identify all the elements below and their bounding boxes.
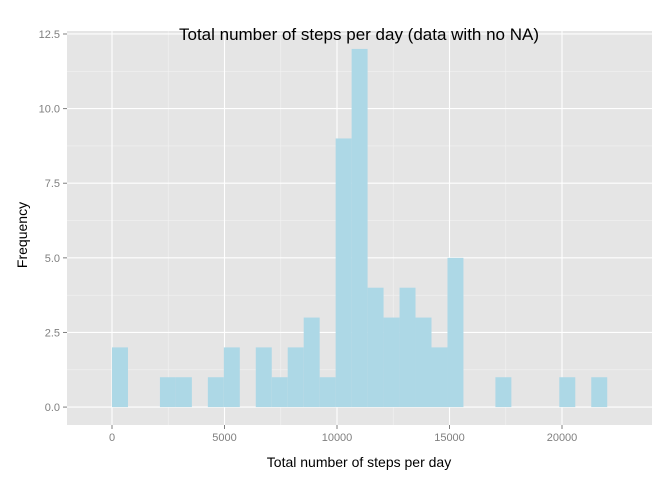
- histogram-bar: [591, 377, 608, 408]
- x-tick-label: 15000: [434, 432, 465, 444]
- histogram-bar: [303, 317, 320, 408]
- chart-title: Total number of steps per day (data with…: [179, 25, 539, 44]
- histogram-bar: [415, 317, 432, 408]
- histogram-bar: [335, 138, 352, 408]
- x-tick-label: 20000: [547, 432, 578, 444]
- y-axis-title: Frequency: [14, 202, 30, 268]
- histogram-bar: [175, 377, 192, 408]
- x-axis-ticks: 0 5000 10000 15000 20000: [109, 425, 577, 444]
- histogram-bar: [399, 287, 416, 408]
- y-tick-label: 7.5: [45, 178, 60, 190]
- histogram-bar: [351, 48, 368, 408]
- y-tick-label: 12.5: [39, 29, 60, 41]
- histogram-bar: [431, 347, 448, 408]
- y-tick-label: 5.0: [45, 253, 60, 265]
- x-tick-label: 5000: [212, 432, 236, 444]
- histogram-bar: [223, 347, 240, 408]
- histogram-bar: [207, 377, 224, 408]
- histogram-bars: [112, 48, 608, 408]
- histogram-bar: [287, 347, 304, 408]
- y-axis-ticks: 0.0 2.5 5.0 7.5 10.0 12.5: [39, 29, 67, 414]
- histogram-bar: [159, 377, 176, 408]
- histogram-bar: [559, 377, 576, 408]
- histogram-bar: [447, 257, 464, 408]
- y-tick-label: 0.0: [45, 402, 60, 414]
- histogram-bar: [495, 377, 512, 408]
- histogram-bar: [367, 287, 384, 408]
- x-axis-title: Total number of steps per day: [267, 454, 451, 470]
- histogram-bar: [271, 377, 288, 408]
- histogram-bar: [319, 377, 336, 408]
- histogram-bar: [383, 317, 400, 408]
- y-tick-label: 2.5: [45, 327, 60, 339]
- x-tick-label: 10000: [322, 432, 353, 444]
- x-tick-label: 0: [109, 432, 115, 444]
- histogram-bar: [112, 347, 128, 408]
- y-tick-label: 10.0: [39, 104, 60, 116]
- histogram-bar: [255, 347, 272, 408]
